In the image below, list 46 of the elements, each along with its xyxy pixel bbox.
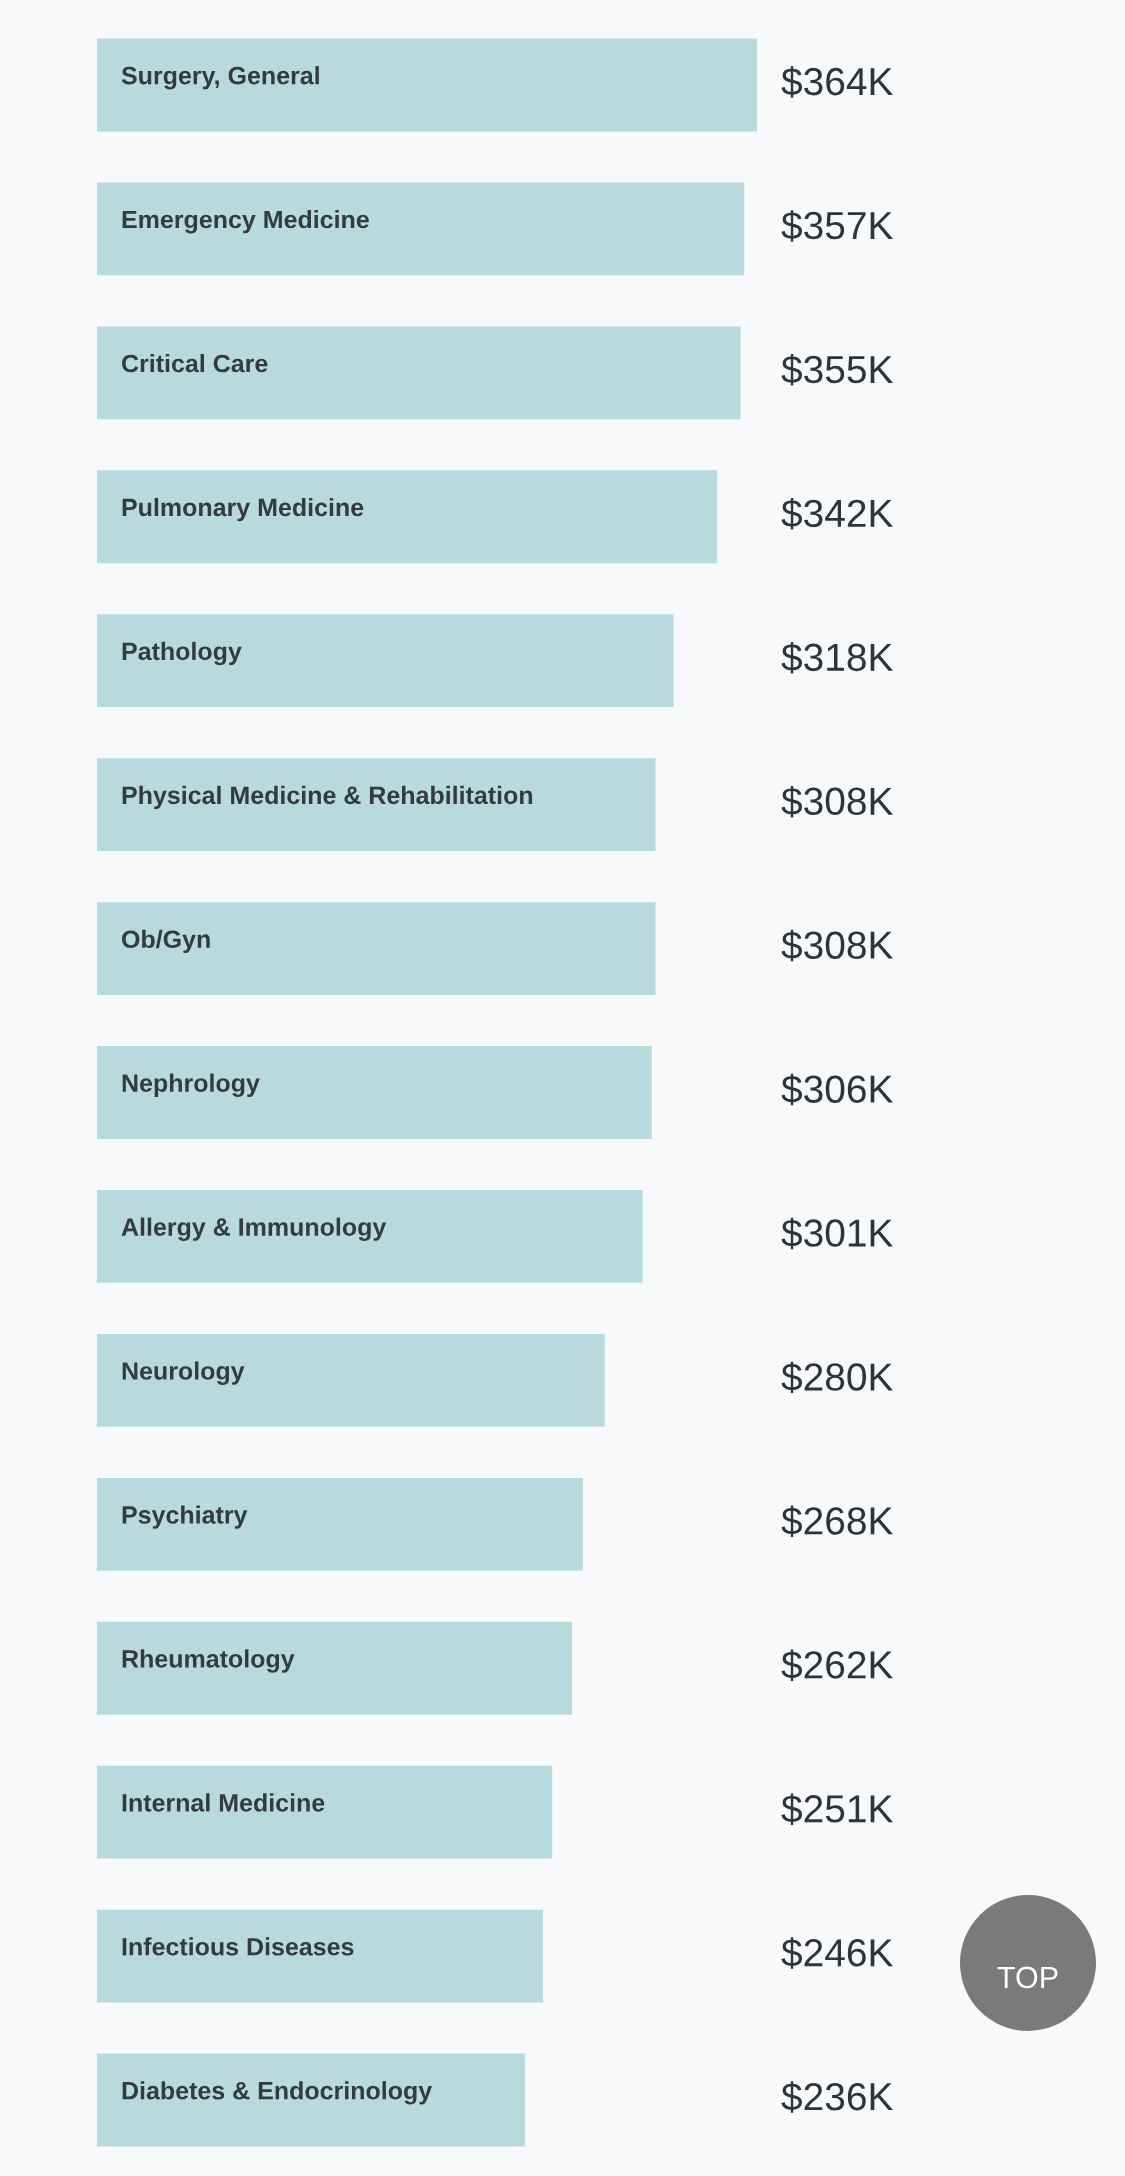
- bar: [97, 2053, 525, 2147]
- data-label: $318K: [781, 641, 894, 674]
- bar: [97, 1909, 544, 2003]
- data-label: $268K: [781, 1505, 894, 1538]
- data-label: $262K: [781, 1649, 894, 1681]
- bar: [97, 1046, 652, 1139]
- y-tick-label: Diabetes & Endocrinology: [122, 2081, 433, 2105]
- data-label: $306K: [781, 1073, 894, 1106]
- bar: [97, 758, 656, 852]
- bar: [97, 1765, 553, 1859]
- data-label: $364K: [781, 66, 894, 98]
- data-label: $280K: [781, 1361, 894, 1394]
- data-label: $251K: [781, 1793, 894, 1825]
- y-tick-label: Critical Care: [122, 353, 268, 373]
- bar: [97, 38, 757, 132]
- text: TOP: [997, 1966, 1058, 1989]
- bar: [97, 1621, 573, 1715]
- data-label: $236K: [781, 2081, 894, 2113]
- y-tick-label: Neurology: [122, 1361, 245, 1385]
- bar: [97, 902, 656, 995]
- y-tick-label: Pathology: [122, 641, 242, 666]
- bar: [97, 614, 674, 708]
- y-tick-label: Ob/Gyn: [122, 929, 210, 954]
- bar: [97, 1477, 583, 1571]
- data-label: $308K: [781, 929, 894, 962]
- y-tick-label: Internal Medicine: [122, 1793, 325, 1812]
- y-tick-label: Allergy & Immunology: [121, 1217, 387, 1241]
- data-label: $357K: [781, 210, 894, 242]
- y-tick-label: Rheumatology: [122, 1649, 295, 1673]
- y-tick-label: Emergency Medicine: [122, 210, 369, 234]
- y-tick-label: Physical Medicine & Rehabilitation: [122, 785, 533, 810]
- data-label: $308K: [781, 785, 894, 818]
- bar: [97, 470, 718, 564]
- y-tick-label: Surgery, General: [121, 66, 319, 90]
- bar: [97, 182, 745, 276]
- bar: [97, 326, 741, 420]
- y-tick-label: Psychiatry: [122, 1505, 248, 1529]
- bar: [97, 1333, 605, 1427]
- data-label: $355K: [781, 354, 894, 386]
- data-label: $246K: [781, 1937, 894, 1969]
- y-tick-label: Pulmonary Medicine: [122, 497, 364, 522]
- bar: [97, 1190, 643, 1283]
- data-label: $301K: [781, 1217, 894, 1250]
- y-tick-label: Nephrology: [122, 1073, 260, 1098]
- y-tick-label: Infectious Diseases: [122, 1937, 354, 1956]
- data-label: $342K: [781, 498, 894, 530]
